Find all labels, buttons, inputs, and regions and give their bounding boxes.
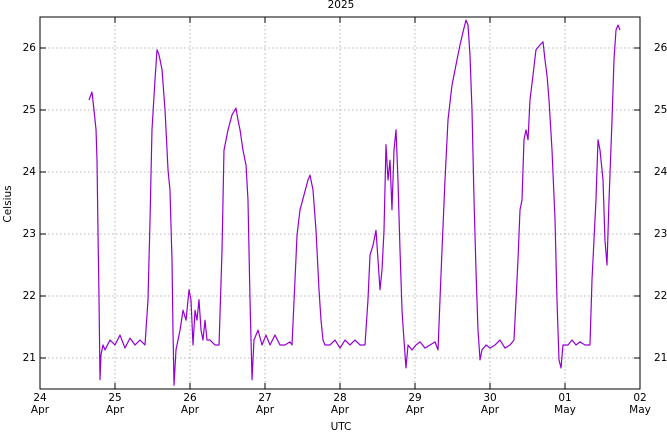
y2-tick-label: 26 — [654, 42, 667, 54]
x-tick-month: May — [629, 404, 651, 416]
y2-tick-label: 24 — [654, 166, 667, 178]
x-tick-label: 27 — [258, 392, 271, 404]
x-tick-month: May — [554, 404, 576, 416]
plot-frame — [39, 16, 641, 390]
x-tick-label: 02 — [633, 392, 646, 404]
y-tick-label: 23 — [23, 228, 36, 240]
x-tick-month: Apr — [31, 404, 50, 416]
x-tick-label: 01 — [558, 392, 571, 404]
y2-tick-label: 21 — [654, 352, 667, 364]
x-tick-month: Apr — [106, 404, 125, 416]
x-tick-month: Apr — [331, 404, 350, 416]
y2-tick-label: 25 — [654, 104, 667, 116]
y2-tick-label: 22 — [654, 290, 667, 302]
x-tick-label: 29 — [408, 392, 421, 404]
x-tick-month: Apr — [406, 404, 425, 416]
x-tick-month: Apr — [256, 404, 275, 416]
y-tick-label: 22 — [23, 290, 36, 302]
x-tick-month: Apr — [181, 404, 200, 416]
x-axis-label: UTC — [331, 421, 352, 432]
x-tick-label: 24 — [33, 392, 47, 404]
y-tick-label: 25 — [23, 104, 36, 116]
x-tick-label: 28 — [333, 392, 346, 404]
x-tick-month: Apr — [481, 404, 500, 416]
y-axis-label: Celsius — [2, 185, 14, 222]
x-tick-label: 30 — [483, 392, 496, 404]
chart-title: 2025 — [328, 0, 355, 11]
y2-tick-label: 23 — [654, 228, 667, 240]
x-tick-label: 25 — [108, 392, 121, 404]
y-tick-label: 21 — [23, 352, 36, 364]
temperature-line — [88, 19, 621, 386]
x-tick-label: 26 — [183, 392, 197, 404]
y-tick-label: 24 — [23, 166, 37, 178]
y-tick-label: 26 — [23, 42, 37, 54]
